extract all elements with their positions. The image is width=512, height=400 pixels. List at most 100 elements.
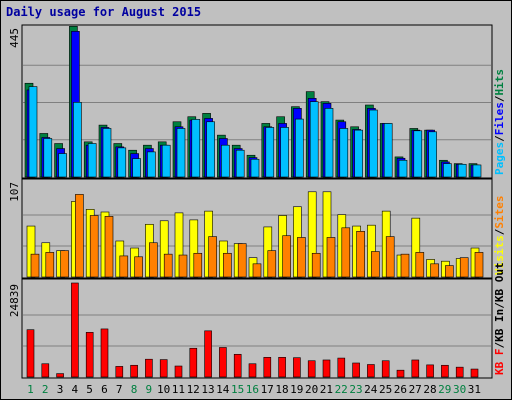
day-label-28: 28 [423, 383, 436, 396]
legend-item-sites: Sites [493, 196, 506, 229]
bar-sites-day-30 [459, 257, 469, 278]
bar-sites-day-25 [385, 236, 395, 278]
bar-pages-day-13 [206, 121, 215, 178]
bar-kb-f-day-27 [411, 359, 420, 378]
day-label-30: 30 [453, 383, 466, 396]
bar-kb-f-day-4 [71, 282, 79, 378]
day-label-21: 21 [320, 383, 333, 396]
bar-sites-day-7 [119, 255, 129, 278]
bar-kb-f-day-1 [26, 329, 35, 378]
bar-kb-f-day-10 [159, 359, 168, 378]
bar-sites-day-24 [371, 251, 380, 278]
day-label-13: 13 [201, 383, 214, 396]
bar-sites-day-12 [193, 252, 203, 278]
legend-item-pages: Pages [493, 142, 506, 175]
bar-pages-day-21 [324, 108, 334, 178]
bar-kb-f-day-2 [41, 363, 50, 378]
bar-pages-day-1 [28, 86, 38, 178]
day-label-19: 19 [290, 383, 303, 396]
day-label-5: 5 [86, 383, 93, 396]
day-label-12: 12 [187, 383, 200, 396]
bar-kb-f-day-22 [337, 357, 346, 378]
bar-sites-day-13 [208, 236, 217, 278]
bar-kb-f-day-30 [455, 366, 464, 378]
day-label-25: 25 [379, 383, 392, 396]
bar-sites-day-16 [252, 263, 262, 278]
day-label-22: 22 [335, 383, 348, 396]
bar-sites-day-6 [104, 216, 114, 278]
day-label-29: 29 [438, 383, 451, 396]
bar-pages-day-14 [221, 144, 230, 178]
bar-pages-day-22 [339, 128, 349, 178]
bar-sites-day-9 [149, 242, 158, 278]
legend-item-kb-f: KB F [493, 349, 506, 376]
bar-kb-f-day-8 [130, 364, 138, 378]
bar-pages-day-24 [369, 109, 378, 178]
bar-kb-f-day-5 [85, 332, 94, 378]
bar-kb-f-day-15 [233, 353, 242, 378]
day-label-27: 27 [409, 383, 422, 396]
legend-hits-files-pages: Pages/Files/Hits [493, 69, 506, 175]
day-label-16: 16 [246, 383, 259, 396]
bar-sites-day-3 [60, 250, 69, 278]
bar-kb-f-day-21 [322, 359, 331, 378]
bar-pages-day-4 [73, 102, 82, 178]
bar-kb-f-day-19 [293, 357, 301, 378]
bar-sites-day-11 [178, 254, 188, 278]
day-label-17: 17 [261, 383, 274, 396]
day-label-6: 6 [101, 383, 108, 396]
bar-kb-f-day-20 [307, 360, 316, 378]
bar-sites-day-18 [282, 235, 291, 278]
day-label-1: 1 [27, 383, 34, 396]
bar-sites-day-22 [341, 227, 351, 278]
bar-pages-day-8 [132, 158, 141, 178]
bar-sites-day-2 [45, 252, 55, 278]
day-label-31: 31 [468, 383, 481, 396]
bar-pages-day-5 [87, 143, 97, 178]
bar-kb-f-day-28 [426, 364, 434, 378]
legend-separator: / [493, 342, 506, 349]
bar-pages-day-12 [191, 119, 201, 178]
legend-separator: / [493, 228, 506, 235]
legend-separator: / [493, 302, 506, 309]
bar-pages-day-26 [398, 159, 408, 178]
chart-title: Daily usage for August 2015 [6, 5, 201, 19]
bar-kb-f-day-17 [263, 357, 272, 378]
bar-pages-day-28 [428, 131, 437, 178]
day-label-4: 4 [71, 383, 78, 396]
visits-panel-max-label: 107 [8, 182, 21, 202]
legend-item-hits: Hits [493, 69, 506, 96]
bar-pages-day-27 [413, 130, 423, 178]
bar-pages-day-9 [147, 151, 156, 178]
bar-kb-f-day-16 [248, 363, 257, 378]
bar-kb-f-day-29 [441, 364, 449, 378]
bar-sites-day-21 [326, 237, 336, 278]
bar-sites-day-1 [30, 253, 40, 278]
bar-sites-day-20 [311, 252, 321, 278]
legend-separator: / [493, 95, 506, 102]
legend-separator: / [493, 135, 506, 142]
day-label-3: 3 [57, 383, 64, 396]
bar-pages-day-10 [161, 144, 171, 178]
bar-pages-day-3 [58, 153, 67, 178]
bar-pages-day-16 [250, 158, 260, 178]
day-label-20: 20 [305, 383, 318, 396]
legend-item-kb-in: KB In [493, 309, 506, 342]
bar-sites-day-14 [223, 252, 232, 278]
day-label-10: 10 [157, 383, 170, 396]
bar-sites-day-26 [400, 253, 410, 278]
bar-kb-f-day-3 [56, 373, 64, 378]
bar-pages-day-25 [383, 123, 393, 178]
bar-kb-f-day-25 [381, 360, 390, 378]
bar-sites-day-10 [163, 253, 173, 278]
bar-sites-day-15 [237, 243, 247, 278]
bar-sites-day-28 [430, 263, 439, 278]
bar-kb-f-day-13 [204, 330, 212, 378]
day-label-26: 26 [394, 383, 407, 396]
bar-sites-day-31 [474, 252, 484, 278]
bar-pages-day-15 [235, 149, 245, 178]
bar-kb-f-day-14 [219, 347, 227, 378]
bar-sites-day-8 [134, 256, 143, 278]
day-label-11: 11 [172, 383, 185, 396]
